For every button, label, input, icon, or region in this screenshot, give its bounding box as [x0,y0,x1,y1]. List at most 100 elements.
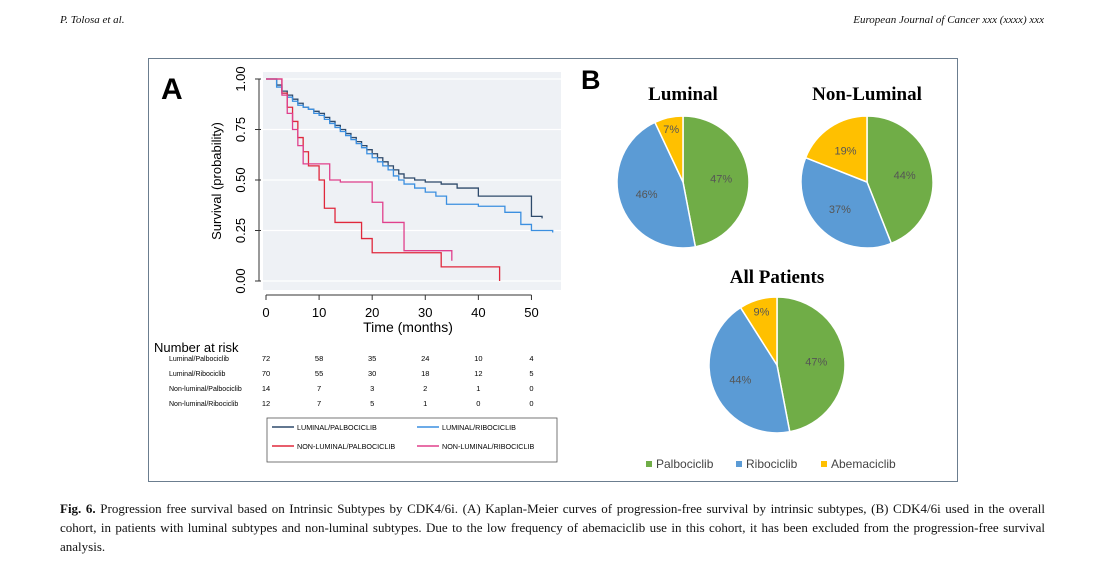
risk-cell: 1 [423,399,427,408]
risk-cell: 35 [368,354,376,363]
pie-legend-label: Abemaciclib [831,457,896,471]
risk-cell: 55 [315,369,323,378]
pie-slice [708,306,791,434]
risk-cell: 14 [262,384,270,393]
km-xlabel: Time (months) [363,319,453,335]
risk-cell: 5 [370,399,374,408]
caption-title: Progression free survival based on Intri… [100,501,459,516]
risk-cell: 18 [421,369,429,378]
pie-slice-label: 44% [729,375,751,387]
risk-row-label: Non-luminal/Palbociclib [169,386,242,393]
risk-cell: 0 [529,399,533,408]
risk-cell: 10 [474,354,482,363]
pie-title: Non-Luminal [812,84,922,105]
risk-cell: 0 [476,399,480,408]
risk-cell: 7 [317,384,321,393]
risk-cell: 3 [370,384,374,393]
panel-b-label: B [581,65,601,95]
figure-caption: Fig. 6. Progression free survival based … [60,499,1045,556]
pie-slice-label: 47% [710,173,732,185]
pie-charts: Luminal 47% 46% 7% Non-Luminal 44% 37% 19% All P… [616,84,934,434]
km-curves [266,78,554,281]
km-gridlines [263,78,561,282]
km-legend-label: NON-LUMINAL/RIBOCICLIB [442,442,534,451]
km-plot-area [263,72,561,290]
risk-cell: 2 [423,384,427,393]
pie-legend-swatch [821,461,827,467]
pie-slice [804,115,868,184]
km-xtick-label: 10 [312,305,326,320]
figure-6-svg: A 0.000.250.500.751.000 10 20 30 40 50 Surviv… [154,61,955,479]
pie-slice [616,121,697,249]
km-ylabel: Survival (probability) [209,122,224,240]
pie-slice [866,115,934,245]
pie-slice [800,156,893,249]
pie-slice [682,115,750,248]
km-legend-label: LUMINAL/PALBOCICLIB [297,423,377,432]
km-xtick-label: 20 [365,305,379,320]
panel-a-label: A [161,73,183,106]
km-xtick-label: 50 [524,305,538,320]
caption-label: Fig. 6. [60,501,96,516]
risk-cell: 5 [529,369,533,378]
risk-table-title: Number at risk [154,340,239,355]
pie-slice-label: 47% [805,356,827,368]
pie-legend: Palbociclib Ribociclib Abemaciclib [646,457,896,471]
risk-cell: 58 [315,354,323,363]
pie-slice [776,296,846,433]
pie-slice-label: 46% [636,189,658,201]
km-ytick-label: 0.75 [233,117,248,142]
risk-row-label: Non-luminal/Ribociclib [169,401,238,408]
pie-3: All Patients 47% 44% 9% [708,267,846,434]
pie-legend-label: Palbociclib [656,457,714,471]
pie-legend-swatch [736,461,742,467]
risk-cell: 24 [421,354,429,363]
km-curve-2 [266,78,554,233]
caption-text: (A) Kaplan-Meier curves of progression-f… [60,501,1046,554]
km-curve-3 [266,78,501,281]
panel-a-kaplan-meier: A 0.000.250.500.751.000 10 20 30 40 50 Surviv… [154,66,561,463]
pie-1: Luminal 47% 46% 7% [616,84,750,249]
km-ytick-label: 0.50 [233,167,248,192]
risk-cell: 0 [529,384,533,393]
pie-slice-label: 9% [753,306,769,318]
km-curve-4 [266,78,453,261]
pie-slice [653,115,684,183]
pie-title: All Patients [730,267,824,288]
pie-slice-label: 37% [829,204,851,216]
km-xtick-label: 30 [418,305,432,320]
pie-slice-label: 7% [663,124,679,136]
risk-table: Luminal/Palbociclib 72 58 35 24 10 4Luminal/Ri… [169,354,534,408]
km-legend-label: NON-LUMINAL/PALBOCICLIB [297,442,395,451]
km-axes: 0.00 0.25 0.50 0.75 1.00 0 10 20 30 40 50 [233,66,539,320]
risk-row-label: Luminal/Palbociclib [169,356,229,363]
risk-cell: 7 [317,399,321,408]
risk-cell: 70 [262,369,270,378]
pie-slice-label: 44% [894,170,916,182]
figure-6: A 0.00 0.25 0.50 0.75 1.00 0 10 20 30 40 50 Surviv… [148,58,958,482]
pie-legend-swatch [646,461,652,467]
risk-cell: 30 [368,369,376,378]
risk-cell: 1 [476,384,480,393]
risk-cell: 12 [474,369,482,378]
km-ytick-label: 0.00 [233,268,248,293]
pie-2: Non-Luminal 44% 37% 19% [800,84,934,249]
km-xtick-label: 40 [471,305,485,320]
pie-slice-label: 19% [834,145,856,157]
km-xtick-label: 0 [262,305,269,320]
pie-title: Luminal [648,84,718,105]
pie-legend-label: Ribociclib [746,457,798,471]
km-legend: LUMINAL/PALBOCICLIB LUMINAL/RIBOCICLIB NON… [266,417,558,463]
risk-row-label: Luminal/Ribociclib [169,371,226,378]
km-legend-label: LUMINAL/RIBOCICLIB [442,423,516,432]
running-head-journal: European Journal of Cancer xxx (xxxx) xx… [853,14,1044,26]
pie-slice [739,296,778,368]
km-legend-box [266,417,558,463]
risk-cell: 4 [529,354,533,363]
panel-b-pies: B Luminal 47% 46% 7% Non-Luminal 44% 37% 19% All… [577,61,955,479]
km-ytick-label: 1.00 [233,66,248,91]
risk-cell: 12 [262,399,270,408]
km-ytick-label: 0.25 [233,218,248,243]
running-head-author: P. Tolosa et al. [60,14,125,26]
risk-cell: 72 [262,354,270,363]
